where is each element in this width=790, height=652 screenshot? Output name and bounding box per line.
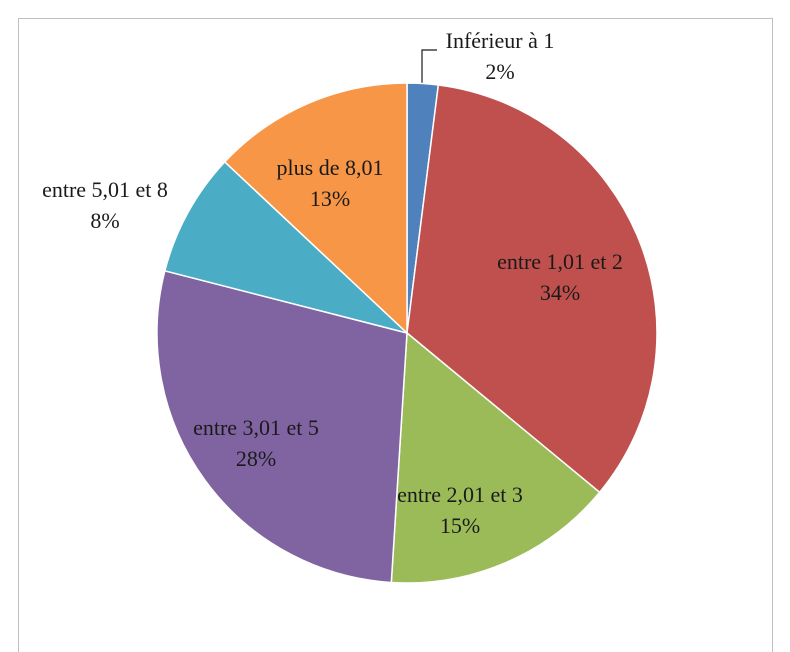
pie-slice [390,331,601,584]
value-label: 2% [485,59,515,84]
slice-label: entre 1,01 et 2 34% [495,246,625,308]
value-label: 13% [309,186,351,211]
category-label: entre 3,01 et 5 [193,415,319,440]
leader-line [421,49,437,83]
value-label: 34% [539,280,581,305]
pie-slice [156,269,408,584]
category-label: entre 5,01 et 8 [42,177,168,202]
slice-label: entre 5,01 et 8 8% [40,174,170,236]
value-label: 28% [235,446,277,471]
category-label: Inférieur à 1 [445,28,555,53]
value-label: 15% [439,513,481,538]
chart-frame [18,18,773,652]
slice-label: entre 3,01 et 5 28% [191,412,321,474]
slice-label: plus de 8,01 13% [265,152,395,214]
slice-label: Inférieur à 1 2% [400,25,600,87]
slice-label: entre 2,01 et 3 15% [395,479,525,541]
category-label: entre 1,01 et 2 [497,249,623,274]
category-label: plus de 8,01 [276,155,384,180]
value-label: 8% [90,208,120,233]
category-label: entre 2,01 et 3 [397,482,523,507]
pie-slice [163,160,408,334]
pie-slice [223,82,408,335]
pie-slice [406,84,658,494]
